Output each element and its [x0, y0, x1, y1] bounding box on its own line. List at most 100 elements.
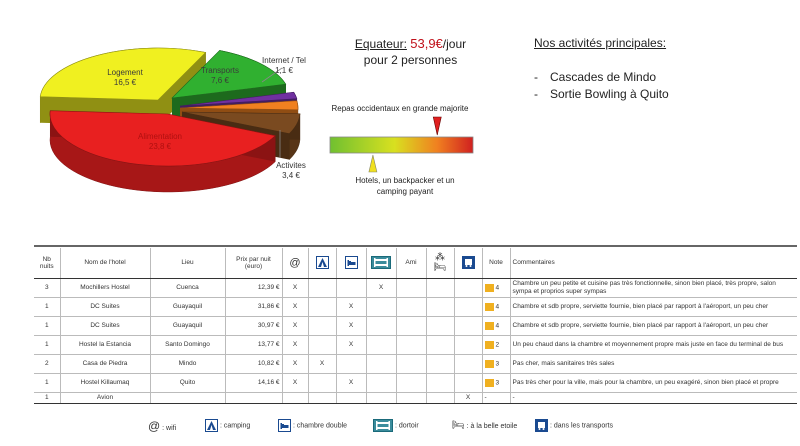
cell-double: X [336, 297, 367, 317]
pie-label-activites-value: 3,4 € [282, 171, 300, 180]
wifi-icon: @ [148, 419, 161, 433]
cell-double: X [336, 373, 367, 393]
cell-price: 10,82 € [225, 354, 283, 374]
leader-line-internet [261, 67, 283, 83]
cell-double: X [336, 316, 367, 336]
cell-note: 3 [482, 354, 511, 374]
col-header-wifi: @ [282, 248, 309, 279]
cell-place: Quito [150, 373, 226, 393]
note-arrow-icon [484, 321, 494, 330]
cell-nights: 2 [34, 354, 61, 374]
pie-slice-transports [171, 50, 287, 99]
cell-wifi: X [282, 335, 309, 355]
cell-hotel: Avion [60, 392, 151, 404]
pie-label-activites-name: Activites [276, 161, 306, 170]
table-row: 1 Hostel Killaumaq Quito 14,16 € X X 3 Pas très… [34, 373, 797, 393]
cell-place [150, 392, 226, 404]
double-bed-icon [278, 419, 291, 432]
cell-comment: - [510, 392, 797, 404]
gauge-top-label: Repas occidentaux en grande majorite [331, 104, 469, 113]
legend-camping: : camping [205, 419, 250, 433]
table-header-row: Nb nuits Nom de l'hotel Lieu Prix par nu… [34, 248, 797, 279]
cell-nights: 1 [34, 392, 61, 404]
activities-heading: Nos activités principales: [534, 36, 667, 50]
cell-hotel: DC Suites [60, 297, 151, 317]
cell-double [336, 278, 367, 298]
cell-comment: Un peu chaud dans la chambre et moyennem… [510, 335, 797, 355]
col-header-etoile: ⁂ 🛏 [426, 248, 455, 279]
activity-item: - Sortie Bowling à Quito [534, 87, 669, 101]
cell-dortoir [366, 335, 397, 355]
activity-item: - Cascades de Mindo [534, 70, 656, 84]
cell-price: 30,97 € [225, 316, 283, 336]
pie-label-internet-name: Internet / Tel [262, 56, 306, 65]
legend-etoile-label: : à la belle etoile [466, 423, 518, 430]
cell-ami [396, 335, 427, 355]
col-header-transport [454, 248, 483, 279]
daily-amount: 53,9€ [410, 36, 443, 51]
table-row: 2 Casa de Piedra Mindo 10,82 € X X 3 Pas cher, … [34, 354, 797, 374]
col-header-nights: Nb nuits [34, 248, 61, 279]
legend-dortoir: : dortoir [373, 419, 419, 433]
note-arrow-icon [484, 378, 494, 387]
cell-note: 4 [482, 278, 511, 298]
table-row: 1 Avion X - - [34, 392, 797, 404]
pie-label-internet-value: 1,1 € [275, 66, 293, 75]
cell-comment: Chambre et sdb propre, serviette fournie… [510, 316, 797, 336]
note-value: 4 [495, 303, 500, 311]
country-name: Equateur: [354, 37, 407, 51]
cell-nights: 1 [34, 373, 61, 393]
legend-etoile: 🛏 : à la belle etoile [452, 419, 517, 433]
cell-camping [308, 297, 337, 317]
cell-note: 4 [482, 297, 511, 317]
cell-place: Guayaquil [150, 297, 226, 317]
note-arrow-icon [484, 302, 494, 311]
pie-label-logement-value: 16,5 € [113, 78, 137, 87]
legend-double-label: : chambre double [292, 422, 348, 430]
page-title: Equateur: 53,9€/jour [318, 36, 503, 51]
cell-camping [308, 278, 337, 298]
cell-camping [308, 335, 337, 355]
cell-wifi: X [282, 373, 309, 393]
legend-double: : chambre double [278, 419, 347, 433]
pie-label-transports-name: Transports [201, 66, 239, 75]
per-day-label: /jour [442, 37, 467, 51]
page-subtitle: pour 2 personnes [363, 53, 458, 67]
cell-transport: X [454, 392, 483, 404]
note-arrow-icon [484, 283, 494, 292]
pie-label-activites: Activites 3,4 € [266, 161, 316, 181]
camping-icon [205, 419, 218, 432]
col-header-camping [308, 248, 337, 279]
cell-hotel: DC Suites [60, 316, 151, 336]
cell-wifi: X [282, 297, 309, 317]
pie-slice-other [179, 100, 299, 111]
note-arrow-icon [484, 359, 494, 368]
cell-ami [396, 373, 427, 393]
cell-transport [454, 278, 483, 298]
cell-etoile [426, 278, 455, 298]
cell-wifi: X [282, 354, 309, 374]
note-value: 2 [495, 341, 500, 349]
pie-slice-activites [181, 111, 301, 135]
pie-label-alimentation-name: Alimentation [137, 132, 183, 141]
col-header-hotel: Nom de l'hotel [60, 248, 151, 279]
cell-price: 12,39 € [225, 278, 283, 298]
gauge-bottom-label-line2: camping payant [376, 187, 434, 196]
sleeping-star-icon: 🛏 [452, 420, 465, 431]
gauge-bottom-label-line1: Hotels, un backpacker et un [355, 176, 455, 185]
cell-place: Cuenca [150, 278, 226, 298]
cell-transport [454, 316, 483, 336]
legend-wifi: @ : wifi [148, 419, 176, 433]
pie-slice-internet-tel [179, 91, 298, 107]
cell-place: Santo Domingo [150, 335, 226, 355]
col-header-place: Lieu [150, 248, 226, 279]
cell-double: X [336, 335, 367, 355]
col-header-comments: Commentaires [510, 248, 797, 279]
note-value: 4 [495, 322, 500, 330]
pie-slice-alimentation [49, 110, 276, 167]
cell-hotel: Mochillers Hostel [60, 278, 151, 298]
cell-dortoir [366, 373, 397, 393]
note-arrow-icon [484, 340, 494, 349]
gauge-bottom-label: Hotels, un backpacker et un camping paya… [340, 175, 470, 197]
